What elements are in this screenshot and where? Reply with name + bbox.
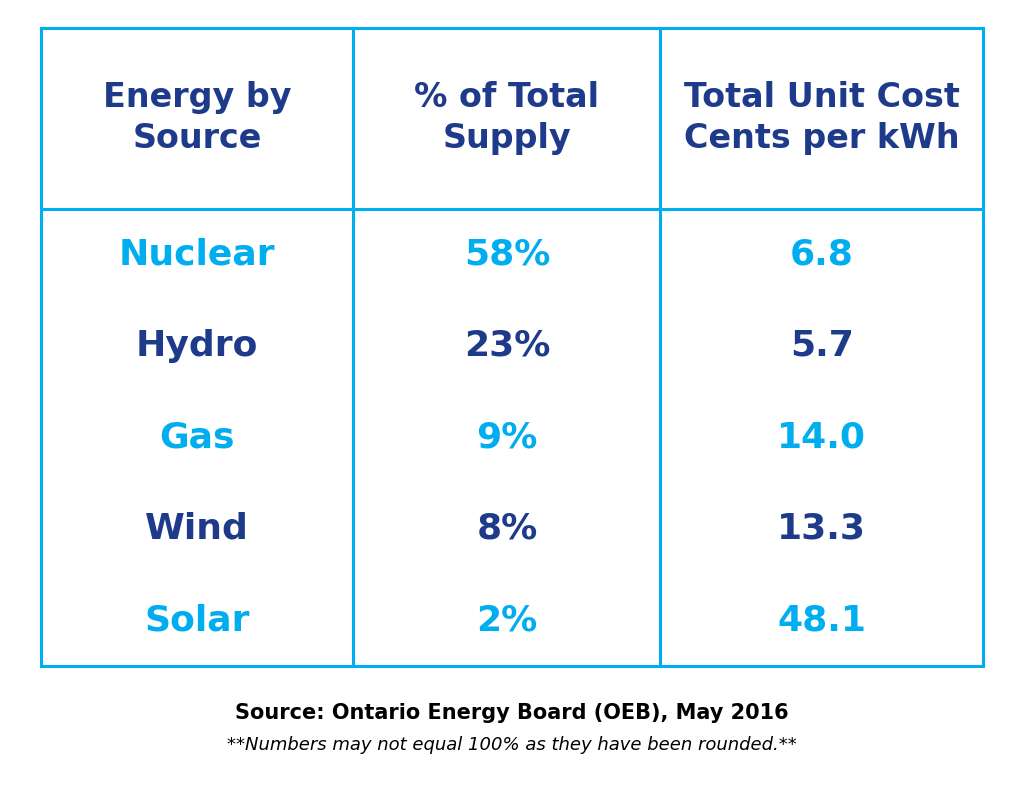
Text: 6.8: 6.8 [790, 237, 854, 272]
Text: 2%: 2% [476, 603, 538, 637]
Text: 23%: 23% [464, 329, 550, 363]
Text: Wind: Wind [145, 511, 249, 546]
Text: 8%: 8% [476, 511, 538, 546]
Text: Energy by
Source: Energy by Source [102, 81, 292, 155]
Text: Hydro: Hydro [136, 329, 258, 363]
Text: 13.3: 13.3 [777, 511, 866, 546]
Text: % of Total
Supply: % of Total Supply [415, 81, 599, 155]
Text: Gas: Gas [160, 420, 234, 455]
Text: 9%: 9% [476, 420, 538, 455]
Text: Nuclear: Nuclear [119, 237, 275, 272]
Text: Source: Ontario Energy Board (OEB), May 2016: Source: Ontario Energy Board (OEB), May … [236, 703, 788, 723]
Text: Total Unit Cost
Cents per kWh: Total Unit Cost Cents per kWh [684, 81, 959, 155]
Text: 5.7: 5.7 [790, 329, 854, 363]
Text: **Numbers may not equal 100% as they have been rounded.**: **Numbers may not equal 100% as they hav… [227, 736, 797, 753]
Text: 14.0: 14.0 [777, 420, 866, 455]
Text: Solar: Solar [144, 603, 250, 637]
Text: 58%: 58% [464, 237, 550, 272]
Text: 48.1: 48.1 [777, 603, 866, 637]
